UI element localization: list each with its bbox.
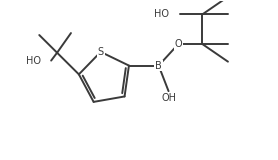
Text: OH: OH	[161, 93, 176, 103]
Text: B: B	[155, 61, 162, 71]
Text: O: O	[175, 39, 182, 49]
Text: S: S	[98, 47, 104, 57]
Text: HO: HO	[153, 9, 168, 20]
Text: HO: HO	[26, 56, 41, 66]
